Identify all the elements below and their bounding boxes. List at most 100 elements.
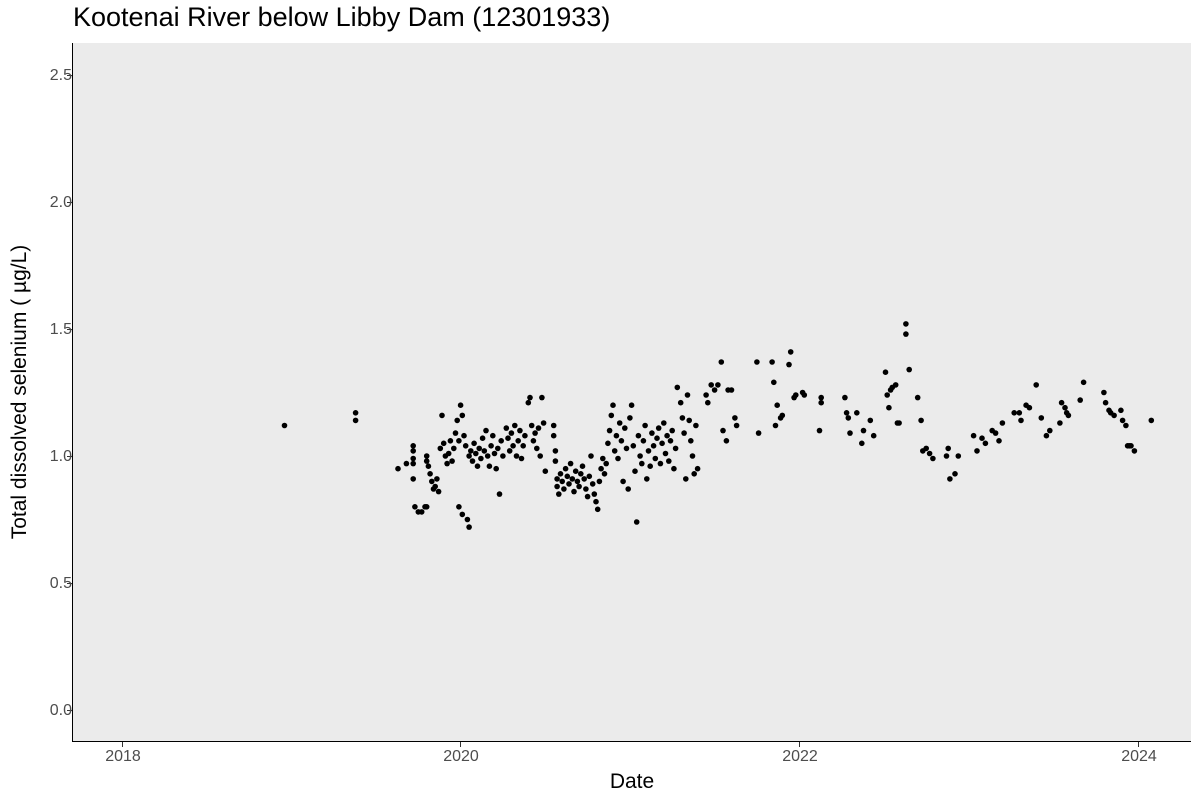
data-point [859,440,865,447]
data-point [591,491,598,497]
data-point [645,448,652,454]
y-axis-title: Total dissolved selenium ( µg/L) [8,244,31,540]
data-point [429,478,435,485]
data-point [659,440,665,447]
data-point [505,435,511,442]
data-point [517,427,523,434]
data-point [527,394,533,401]
data-point [503,425,510,431]
data-point [520,443,526,449]
data-point [654,435,660,442]
data-point [569,476,576,482]
data-point [481,448,488,454]
data-point [495,445,501,452]
data-point [615,455,621,462]
data-point [498,438,505,444]
data-point [979,435,985,442]
data-point [845,415,852,421]
data-point [999,420,1006,426]
data-point [542,468,549,475]
data-point [535,425,542,431]
data-point [774,402,780,409]
data-point [550,422,557,429]
data-point [688,438,694,444]
data-point [842,394,848,401]
data-point [886,404,892,411]
data-point [457,402,464,409]
data-point [640,438,647,444]
data-point [671,465,677,472]
data-point [469,458,476,464]
data-point [608,412,615,419]
data-point [1038,415,1045,421]
data-point [423,504,430,510]
data-point [947,476,953,482]
data-point [637,453,643,459]
data-point [506,448,513,454]
data-point [537,453,543,459]
data-point [525,399,532,406]
data-point [447,438,454,444]
data-point [847,430,853,436]
data-point [552,458,559,464]
data-point [1018,417,1024,424]
data-point [1148,417,1155,424]
data-point [466,524,472,530]
data-point [718,359,725,365]
data-point [483,427,489,434]
data-point [786,361,792,368]
data-point [479,435,486,442]
data-point [906,366,912,373]
data-point [476,445,483,452]
data-point [616,420,623,426]
data-point [556,491,562,497]
data-point [661,420,667,426]
data-point [686,417,692,424]
data-point [1016,410,1023,416]
data-point [491,450,498,457]
data-point [550,432,557,439]
data-point [926,450,933,457]
data-point [539,394,545,401]
x-tick-mark [1138,742,1139,747]
data-point [459,511,466,518]
data-point [449,458,455,464]
data-point [674,384,681,391]
data-point [466,453,472,459]
data-point [667,438,674,444]
data-point [571,488,577,495]
data-point [434,476,440,482]
data-point [488,443,494,449]
data-point [578,471,584,477]
data-point [679,415,686,421]
data-point [628,402,635,409]
data-point [642,422,648,429]
y-tick-label: 1.0 [49,448,72,465]
data-point [639,460,645,467]
data-point [684,392,691,398]
data-point [461,432,467,439]
data-point [611,448,618,454]
data-point [705,399,711,406]
data-point [923,445,929,452]
data-point [755,430,762,436]
data-point [703,392,709,398]
x-tick-mark [460,742,461,747]
data-point [801,392,808,398]
data-point [474,463,481,470]
data-point [512,422,518,429]
data-point [666,458,672,464]
data-point [867,417,874,424]
data-point [818,394,824,401]
data-point [593,498,599,505]
data-point [903,321,909,327]
x-axis-title: Date [609,770,655,793]
x-tick-mark [122,742,123,747]
data-point [772,422,779,429]
data-point [633,519,640,525]
data-point [677,399,684,406]
data-point [650,443,657,449]
data-point [583,486,589,492]
data-point [623,445,630,452]
